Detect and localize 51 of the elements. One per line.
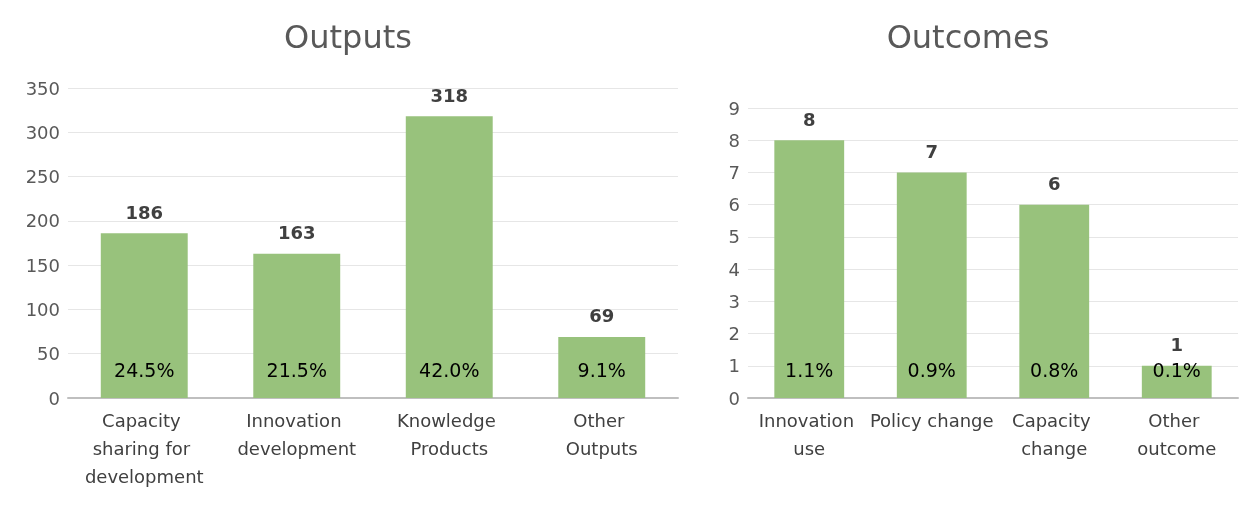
y-tick-label: 9 [728, 97, 740, 119]
annotation: 21.5% [266, 359, 327, 381]
x-tick-label: Innovation use [758, 409, 860, 459]
x-tick-label: Capacity change [1012, 409, 1097, 459]
x-tick-label: Other Outputs [565, 409, 638, 459]
y-tick-label: 50 [37, 343, 60, 365]
y-tick-label: 4 [728, 258, 740, 280]
annotation: 9.1% [577, 359, 626, 381]
y-tick-label: 6 [728, 194, 740, 216]
annotation: 0.9% [907, 359, 956, 381]
x-tick-label: Knowledge Products [396, 409, 502, 459]
data-label: 163 [277, 222, 316, 244]
bar [774, 140, 845, 398]
chart-title: Outcomes [886, 18, 1050, 56]
bar [1019, 204, 1090, 398]
data-label: 7 [925, 140, 939, 162]
annotation: 0.8% [1030, 359, 1079, 381]
chart-title: Outputs [284, 18, 412, 56]
y-tick-label: 300 [25, 121, 60, 143]
bar [558, 336, 646, 398]
x-tick-label: Innovation development [237, 409, 357, 459]
bar [100, 233, 188, 398]
y-tick-label: 1 [728, 355, 740, 377]
data-label: 8 [802, 108, 816, 130]
data-label: 69 [589, 305, 615, 327]
data-label: 186 [125, 201, 164, 223]
y-tick-label: 5 [728, 226, 740, 248]
x-tick-label: Policy change [869, 409, 994, 431]
data-label: 318 [430, 84, 469, 106]
bar [896, 172, 967, 398]
annotation: 42.0% [419, 359, 480, 381]
y-tick-label: 7 [728, 161, 740, 183]
bar [253, 253, 341, 398]
annotation: 24.5% [114, 359, 175, 381]
annotation: 1.1% [785, 359, 834, 381]
y-tick-label: 0 [48, 387, 60, 409]
y-tick-label: 3 [728, 290, 740, 312]
data-label: 6 [1047, 173, 1061, 195]
x-tick-label: Capacity sharing for development [84, 409, 204, 487]
annotation: 0.1% [1152, 359, 1201, 381]
y-tick-label: 350 [25, 77, 60, 99]
data-label: 1 [1170, 334, 1184, 356]
y-tick-label: 100 [25, 298, 60, 320]
y-tick-label: 0 [728, 387, 740, 409]
y-tick-label: 150 [25, 254, 60, 276]
y-tick-label: 8 [728, 129, 740, 151]
bar [405, 116, 493, 398]
y-tick-label: 200 [25, 210, 60, 232]
y-tick-label: 250 [25, 166, 60, 188]
y-tick-label: 2 [728, 323, 740, 345]
x-tick-label: Other outcome [1137, 409, 1217, 459]
